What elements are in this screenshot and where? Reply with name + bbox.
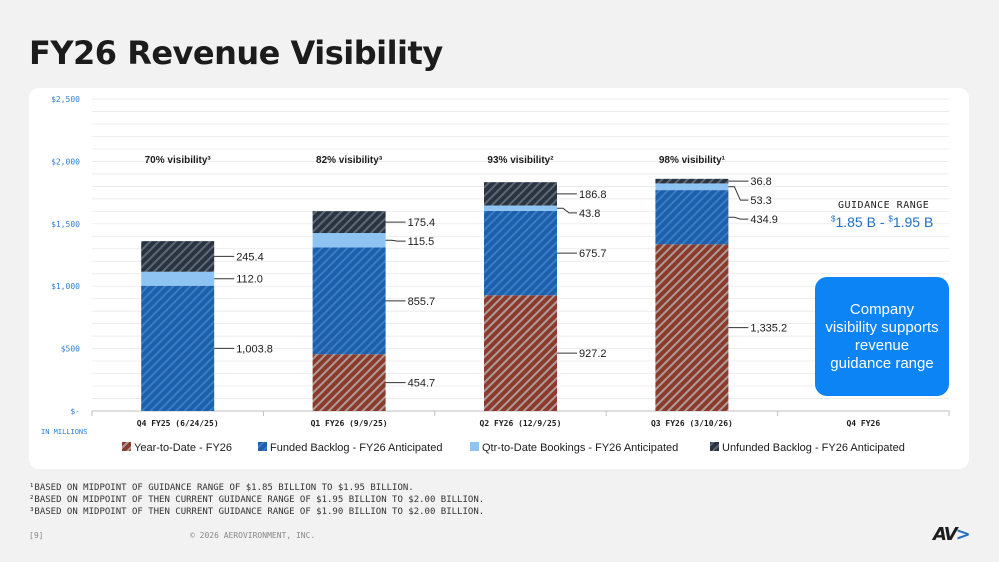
y-tick-label: $1,000: [51, 282, 80, 291]
legend-swatch: [258, 442, 267, 451]
footnote: ²BASED ON MIDPOINT OF THEN CURRENT GUIDA…: [29, 495, 485, 505]
copyright: © 2026 AEROVIRONMENT, INC.: [190, 531, 316, 540]
category-label: Q3 FY26 (3/10/26): [651, 419, 733, 428]
category-label: Q4 FY26: [846, 419, 880, 428]
leader-line: [557, 207, 577, 214]
data-label: 43.8: [579, 208, 600, 220]
category-label: Q4 FY25 (6/24/25): [137, 419, 219, 428]
bar-segment: [312, 247, 386, 355]
legend-label: Qtr-to-Date Bookings - FY26 Anticipated: [482, 442, 678, 454]
footnote: ³BASED ON MIDPOINT OF THEN CURRENT GUIDA…: [29, 507, 485, 517]
legend-label: Year-to-Date - FY26: [134, 442, 232, 454]
y-tick-label: $2,500: [51, 95, 80, 104]
leader-line: [728, 186, 749, 201]
data-label: 454.7: [408, 378, 436, 390]
bar-segment: [484, 295, 557, 411]
guidance-title: GUIDANCE RANGE: [838, 200, 930, 211]
bar-segment: [655, 183, 729, 191]
legend-swatch: [122, 442, 131, 451]
footnote: ¹BASED ON MIDPOINT OF GUIDANCE RANGE OF …: [29, 483, 414, 493]
bar-segment: [141, 241, 215, 272]
data-label: 855.7: [408, 296, 436, 308]
visibility-label: 93% visibility²: [487, 155, 554, 166]
leader-line: [385, 239, 406, 242]
data-label: 175.4: [408, 217, 436, 229]
y-tick-label: $-: [70, 407, 80, 416]
bar-segment: [484, 205, 557, 211]
data-label: 186.8: [579, 189, 607, 201]
footnotes: ¹BASED ON MIDPOINT OF GUIDANCE RANGE OF …: [29, 482, 484, 518]
bar-segment: [312, 211, 386, 234]
legend-swatch: [710, 442, 719, 451]
legend-label: Unfunded Backlog - FY26 Anticipated: [722, 442, 905, 454]
data-label: 245.4: [236, 251, 264, 263]
company-logo: AV>: [933, 524, 971, 545]
bar-segment: [655, 178, 729, 184]
data-label: 434.9: [750, 214, 778, 226]
visibility-label: 98% visibility¹: [659, 155, 726, 166]
data-label: 53.3: [750, 195, 771, 207]
y-tick-label: $1,500: [51, 220, 80, 229]
data-label: 1,335.2: [750, 323, 787, 335]
y-tick-label: $2,000: [51, 157, 80, 166]
data-label: 675.7: [579, 248, 607, 260]
data-label: 927.2: [579, 348, 607, 360]
leader-line: [728, 216, 749, 220]
bar-segment: [655, 244, 729, 411]
y-unit-label: IN MILLIONS: [41, 428, 87, 436]
data-label: 112.0: [236, 274, 263, 286]
bar-segment: [484, 182, 557, 206]
bar-segment: [484, 210, 557, 296]
legend-label: Funded Backlog - FY26 Anticipated: [270, 442, 442, 454]
data-label: 1,003.8: [236, 343, 273, 355]
bar-segment: [141, 271, 215, 286]
bar-segment: [655, 190, 729, 245]
category-label: Q2 FY26 (12/9/25): [480, 419, 562, 428]
bar-segment: [312, 233, 386, 248]
category-label: Q1 FY26 (9/9/25): [311, 419, 388, 428]
visibility-label: 82% visibility³: [316, 155, 383, 166]
visibility-callout: Company visibility supports revenue guid…: [815, 277, 949, 396]
guidance-range: $1.85 B - $1.95 B: [831, 214, 934, 230]
page-number: [9]: [29, 531, 44, 540]
visibility-label: 70% visibility³: [145, 155, 212, 166]
bar-segment: [141, 285, 215, 411]
data-label: 115.5: [408, 236, 435, 248]
y-tick-label: $500: [61, 345, 80, 354]
data-label: 36.8: [750, 176, 771, 188]
page-title: FY26 Revenue Visibility: [29, 34, 443, 72]
bar-segment: [312, 354, 386, 411]
legend-swatch: [470, 442, 479, 451]
